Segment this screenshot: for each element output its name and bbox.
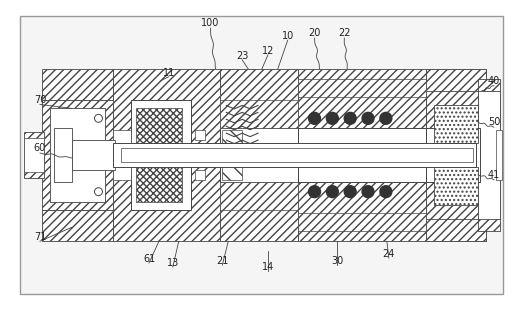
Bar (478, 91, 500, 219)
Bar (220, 182, 297, 210)
Text: 41: 41 (488, 170, 500, 180)
Bar (195, 130, 205, 140)
Bar (297, 214, 427, 231)
Bar (42, 100, 114, 210)
Text: 70: 70 (34, 95, 46, 105)
Bar (435, 105, 478, 143)
Bar (42, 210, 114, 241)
Text: 11: 11 (163, 68, 175, 78)
Bar (195, 170, 205, 180)
Circle shape (344, 186, 356, 197)
Bar (478, 79, 500, 231)
Circle shape (326, 186, 338, 197)
Bar (427, 69, 486, 91)
Bar (427, 69, 486, 241)
Circle shape (94, 114, 103, 122)
Text: 12: 12 (262, 46, 274, 56)
Bar (72, 140, 115, 170)
Text: 50: 50 (488, 117, 500, 127)
Bar (427, 128, 480, 182)
Text: 71: 71 (34, 232, 46, 242)
Bar (24, 132, 44, 178)
Text: 60: 60 (34, 143, 46, 153)
Bar (131, 100, 191, 210)
Circle shape (94, 188, 103, 196)
Bar (496, 130, 502, 180)
Bar (220, 182, 297, 241)
Text: 40: 40 (488, 76, 500, 86)
Text: 61: 61 (143, 254, 155, 264)
Bar (222, 130, 242, 180)
Text: 23: 23 (236, 51, 249, 61)
Circle shape (308, 113, 320, 124)
Circle shape (344, 113, 356, 124)
Bar (297, 79, 427, 96)
Text: 21: 21 (216, 256, 229, 266)
Text: 13: 13 (167, 258, 179, 268)
Text: 14: 14 (262, 262, 274, 272)
Bar (114, 69, 220, 241)
Bar (42, 69, 114, 100)
Text: 22: 22 (338, 28, 351, 38)
Bar (50, 108, 105, 202)
Bar (121, 148, 473, 162)
Bar (427, 219, 486, 241)
Bar (220, 128, 297, 182)
Text: 30: 30 (331, 256, 343, 266)
Circle shape (362, 186, 374, 197)
Circle shape (308, 186, 320, 197)
Bar (136, 108, 182, 202)
Bar (220, 100, 297, 128)
Bar (297, 69, 427, 128)
Circle shape (326, 113, 338, 124)
Text: 20: 20 (308, 28, 321, 38)
Bar (297, 128, 427, 182)
Bar (114, 143, 476, 167)
Bar (114, 130, 131, 180)
Bar (435, 167, 478, 205)
Bar (54, 128, 72, 182)
Circle shape (362, 113, 374, 124)
Bar (220, 69, 297, 128)
Text: 24: 24 (382, 249, 395, 259)
Bar (24, 138, 44, 172)
Circle shape (380, 113, 392, 124)
Bar (297, 182, 427, 241)
Circle shape (380, 186, 392, 197)
Text: 100: 100 (201, 18, 220, 28)
Text: 10: 10 (282, 31, 294, 41)
